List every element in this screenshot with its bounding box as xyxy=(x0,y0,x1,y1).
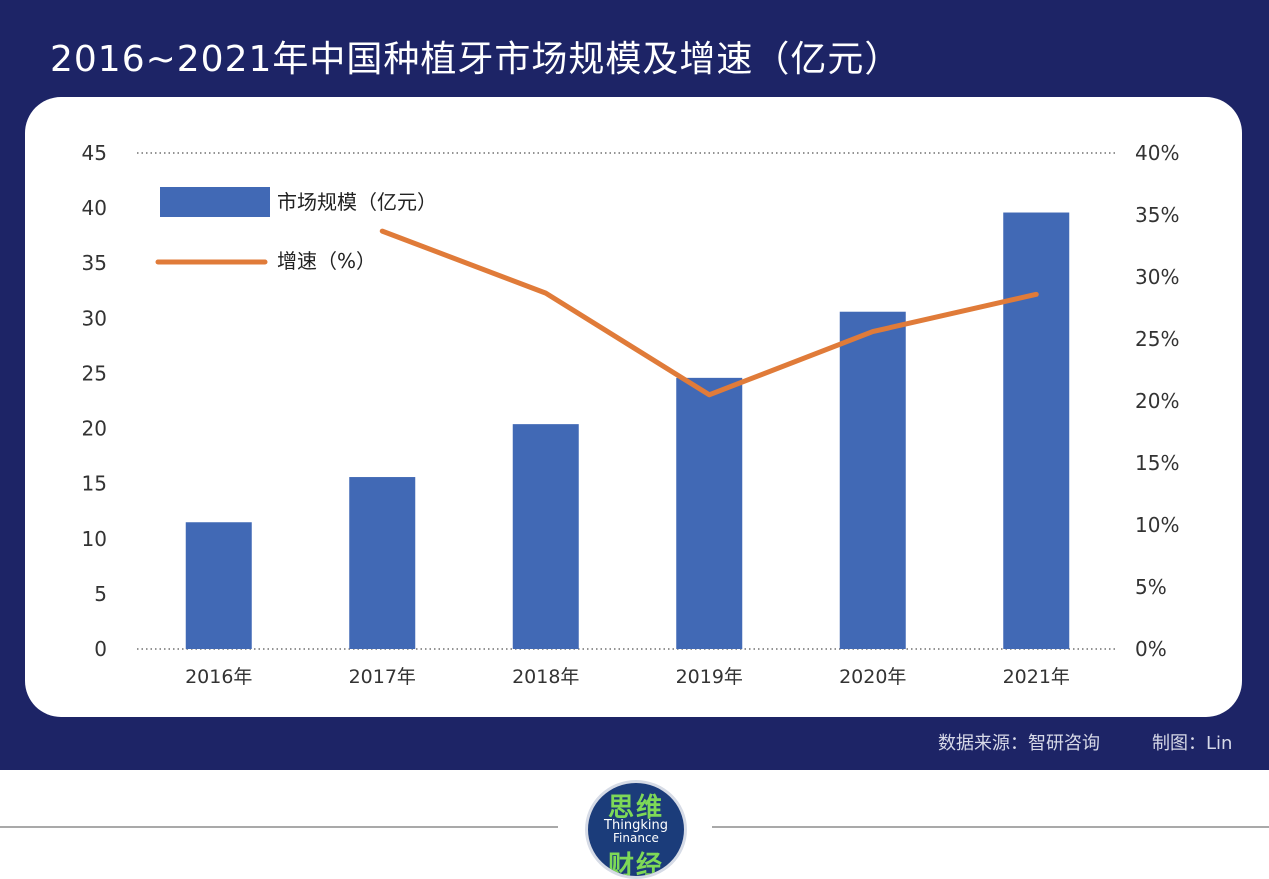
y-left-tick-label: 40 xyxy=(82,196,107,220)
y-left-tick-label: 0 xyxy=(94,637,107,661)
y-right-tick-label: 20% xyxy=(1135,389,1179,413)
legend-line-label: 增速（%） xyxy=(277,249,376,273)
logo-english-line2: Finance xyxy=(613,831,659,845)
y-right-tick-label: 30% xyxy=(1135,265,1179,289)
bar-2020年 xyxy=(839,311,906,649)
bar-2018年 xyxy=(512,424,579,649)
y-right-tick-label: 0% xyxy=(1135,637,1167,661)
y-left-tick-label: 30 xyxy=(82,306,107,330)
x-tick-label: 2020年 xyxy=(839,666,906,688)
legend-bar-label: 市场规模（亿元） xyxy=(277,190,437,214)
x-tick-label: 2018年 xyxy=(512,666,579,688)
growth-point-2019年 xyxy=(708,394,710,396)
logo-bottom-text: 财经 xyxy=(607,851,664,879)
y-right-tick-label: 40% xyxy=(1135,141,1179,165)
brand-logo: 思维 Thingking Finance 财经 xyxy=(585,780,687,879)
y-left-tick-label: 15 xyxy=(82,472,107,496)
x-tick-label: 2017年 xyxy=(349,666,416,688)
divider-left xyxy=(0,826,558,828)
bar-2019年 xyxy=(676,377,743,649)
chart-card: 0 5 10 15 20 25 30 35 40 45 0% 5% 10% 15% 20% 25% 30% 35%… xyxy=(25,97,1242,717)
data-source: 数据来源：智研咨询 xyxy=(938,733,1100,754)
growth-point-2018年 xyxy=(545,292,547,294)
y-right-tick-label: 5% xyxy=(1135,575,1167,599)
y-right-tick-label: 35% xyxy=(1135,203,1179,227)
bar-2021年 xyxy=(1003,212,1070,649)
y-left-tick-label: 45 xyxy=(82,141,107,165)
growth-point-2020年 xyxy=(872,331,874,333)
y-right-tick-label: 10% xyxy=(1135,513,1179,537)
chart-credit: 制图：Lin xyxy=(1152,733,1233,754)
y-left-tick-label: 10 xyxy=(82,527,107,551)
x-tick-label: 2021年 xyxy=(1003,666,1070,688)
y-right-tick-label: 25% xyxy=(1135,327,1179,351)
growth-point-2017年 xyxy=(381,230,383,232)
growth-point-2021年 xyxy=(1035,293,1037,295)
chart: 0 5 10 15 20 25 30 35 40 45 0% 5% 10% 15% 20% 25% 30% 35%… xyxy=(82,141,1180,688)
x-tick-label: 2019年 xyxy=(676,666,743,688)
y-left-tick-label: 5 xyxy=(94,582,107,606)
y-left-tick-label: 25 xyxy=(82,361,107,385)
bar-2016年 xyxy=(185,522,252,649)
page-title: 2016~2021年中国种植牙市场规模及增速（亿元） xyxy=(50,39,902,80)
x-tick-label: 2016年 xyxy=(185,666,252,688)
divider-right xyxy=(712,826,1269,828)
y-left-tick-label: 20 xyxy=(82,417,107,441)
bar-2017年 xyxy=(349,477,416,649)
logo-english-line1: Thingking xyxy=(604,818,668,833)
y-left-tick-label: 35 xyxy=(82,251,107,275)
logo-top-text: 思维 xyxy=(607,793,664,823)
growth-line xyxy=(379,228,1039,398)
legend-bar-swatch xyxy=(160,187,270,217)
y-right-tick-label: 15% xyxy=(1135,451,1179,475)
